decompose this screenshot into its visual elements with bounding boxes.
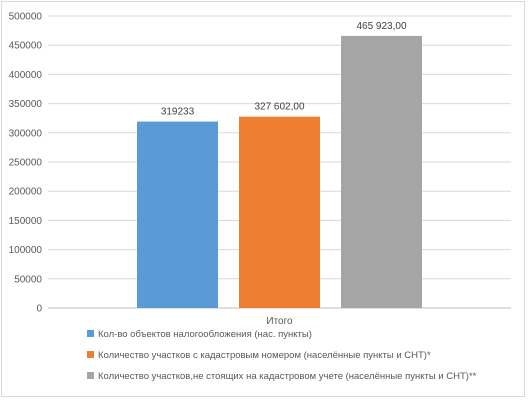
y-tick-label: 200000 bbox=[9, 187, 43, 198]
legend-item: Количество участков с кадастровым номеро… bbox=[87, 350, 431, 361]
bar bbox=[341, 35, 422, 308]
legend-label: Кол-во объектов налогообложения (нас. пу… bbox=[98, 329, 312, 340]
y-tick-label: 100000 bbox=[9, 245, 43, 256]
gridlines bbox=[48, 15, 511, 309]
y-tick-label: 300000 bbox=[9, 128, 43, 139]
legend-label: Количество участков,не стоящих на кадаст… bbox=[98, 371, 477, 382]
legend-item: Количество участков,не стоящих на кадаст… bbox=[87, 371, 477, 382]
y-axis-tick-labels: 0 50000 100000 150000 200000 250000 300000 3500… bbox=[9, 12, 43, 315]
data-labels: 319233 327 602,00 465 923,00 bbox=[161, 21, 407, 118]
y-tick-label: 450000 bbox=[9, 41, 43, 52]
bar bbox=[239, 116, 320, 308]
data-label: 319233 bbox=[161, 107, 195, 118]
data-label: 465 923,00 bbox=[356, 21, 406, 32]
x-axis-category-labels: Итого bbox=[266, 316, 293, 327]
legend-item: Кол-во объектов налогообложения (нас. пу… bbox=[87, 329, 312, 340]
y-tick-label: 400000 bbox=[9, 70, 43, 81]
legend: Кол-во объектов налогообложения (нас. пу… bbox=[87, 329, 477, 382]
legend-swatch bbox=[87, 372, 94, 379]
y-tick-label: 350000 bbox=[9, 99, 43, 110]
x-category-label: Итого bbox=[266, 316, 293, 327]
legend-swatch bbox=[87, 351, 94, 358]
bar bbox=[137, 121, 218, 308]
data-label: 327 602,00 bbox=[254, 102, 304, 113]
bars bbox=[137, 35, 422, 308]
legend-swatch bbox=[87, 330, 94, 337]
legend-label: Количество участков с кадастровым номеро… bbox=[98, 350, 431, 361]
y-tick-label: 250000 bbox=[9, 158, 43, 169]
y-tick-label: 150000 bbox=[9, 216, 43, 227]
y-tick-label: 0 bbox=[36, 304, 42, 315]
y-tick-label: 500000 bbox=[9, 12, 43, 23]
y-tick-label: 50000 bbox=[14, 274, 42, 285]
